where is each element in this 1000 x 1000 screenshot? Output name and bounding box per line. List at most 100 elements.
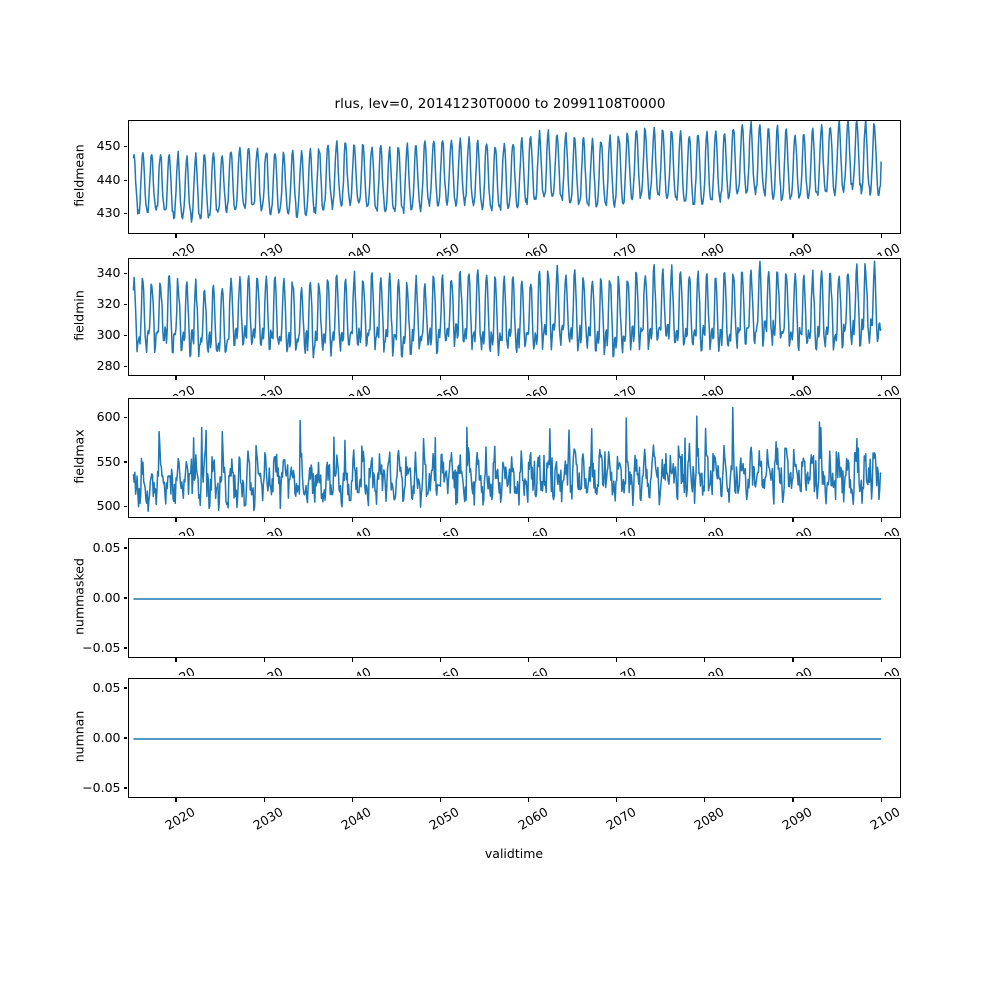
subplot-numnan xyxy=(127,678,901,798)
x-tick-mark xyxy=(175,518,177,522)
x-tick-mark xyxy=(792,376,794,380)
x-tick-mark xyxy=(351,518,353,522)
x-tick-mark xyxy=(792,798,794,802)
y-tick-label-nummasked: −0.05 xyxy=(82,639,121,655)
x-tick-mark xyxy=(263,658,265,662)
x-tick-mark xyxy=(792,234,794,238)
x-tick-mark xyxy=(175,234,177,238)
x-tick-mark xyxy=(527,376,530,380)
x-tick-mark xyxy=(527,234,530,238)
x-tick-mark xyxy=(704,376,706,380)
y-tick-mark xyxy=(123,647,128,649)
data-line-fieldmean xyxy=(132,121,882,223)
y-tick-label-fieldmean: 450 xyxy=(96,138,121,154)
x-tick-mark xyxy=(616,518,618,522)
subplot-fieldmean xyxy=(127,120,901,234)
x-tick-mark xyxy=(792,518,794,522)
x-tick-mark xyxy=(439,658,441,662)
y-tick-label-numnan: 0.05 xyxy=(92,679,121,695)
x-tick-label: 2020 xyxy=(86,382,197,396)
x-tick-mark xyxy=(351,234,353,238)
y-axis-label-numnan: numnan xyxy=(71,710,87,763)
y-tick-mark xyxy=(123,547,128,549)
x-tick-mark xyxy=(527,658,530,662)
y-tick-label-fieldmean: 440 xyxy=(96,171,121,187)
data-line-fieldmin xyxy=(132,260,882,359)
x-tick-mark xyxy=(439,376,441,380)
x-tick-mark xyxy=(704,518,706,522)
x-tick-mark xyxy=(880,798,882,802)
y-tick-mark xyxy=(123,179,128,181)
x-tick-mark xyxy=(527,798,530,802)
subplot-nummasked xyxy=(127,538,901,658)
x-tick-mark xyxy=(263,234,265,238)
x-tick-label: 2020 xyxy=(86,524,197,536)
x-tick-mark xyxy=(439,518,441,522)
y-tick-label-fieldmin: 320 xyxy=(96,296,121,312)
y-axis-label-fieldmin: fieldmin xyxy=(71,290,87,341)
page-title: rlus, lev=0, 20141230T0000 to 20991108T0… xyxy=(334,96,666,112)
y-tick-label-nummasked: 0.05 xyxy=(92,539,121,555)
x-tick-mark xyxy=(616,376,618,380)
subplot-fieldmax xyxy=(127,398,901,518)
x-tick-mark xyxy=(175,658,177,662)
y-tick-label-fieldmean: 430 xyxy=(96,205,121,221)
y-tick-mark xyxy=(123,335,128,337)
x-tick-label: 2020 xyxy=(162,240,198,256)
x-tick-mark xyxy=(792,658,794,662)
x-tick-mark xyxy=(351,658,353,662)
x-tick-mark xyxy=(704,798,706,802)
x-tick-mark xyxy=(263,798,265,802)
subplot-fieldmin xyxy=(127,258,901,376)
y-tick-label-numnan: −0.05 xyxy=(82,779,121,795)
y-tick-mark xyxy=(123,687,128,689)
x-tick-mark xyxy=(616,798,618,802)
x-tick-mark xyxy=(263,376,265,380)
x-tick-label: 2020 xyxy=(86,664,197,676)
y-tick-label-fieldmin: 280 xyxy=(96,358,121,374)
x-tick-mark xyxy=(880,234,882,238)
y-axis-label-fieldmax: fieldmax xyxy=(71,429,87,484)
x-tick-mark xyxy=(439,234,441,238)
x-tick-mark xyxy=(616,658,618,662)
x-tick-mark xyxy=(880,518,882,522)
x-axis-label: validtime xyxy=(484,846,544,861)
y-tick-mark xyxy=(123,417,128,419)
x-tick-mark xyxy=(704,234,706,238)
y-tick-label-fieldmin: 340 xyxy=(96,265,121,281)
x-tick-mark xyxy=(880,658,882,662)
x-tick-mark xyxy=(704,658,706,662)
x-tick-mark xyxy=(175,798,177,802)
y-tick-label-fieldmax: 550 xyxy=(96,453,121,469)
y-tick-mark xyxy=(123,505,128,507)
data-line-fieldmax xyxy=(132,406,882,512)
y-tick-mark xyxy=(123,213,128,215)
data-line-nummasked xyxy=(132,598,881,600)
x-tick-mark xyxy=(880,376,882,380)
x-tick-mark xyxy=(263,518,265,522)
x-tick-mark xyxy=(175,376,177,380)
x-tick-mark xyxy=(351,798,353,802)
y-tick-mark xyxy=(123,146,128,148)
y-tick-mark xyxy=(123,737,128,739)
x-tick-mark xyxy=(351,376,353,380)
y-tick-label-numnan: 0.00 xyxy=(92,729,121,745)
x-tick-mark xyxy=(439,798,441,802)
y-axis-label-nummasked: nummasked xyxy=(71,558,87,635)
y-tick-mark xyxy=(123,272,128,275)
y-tick-mark xyxy=(123,787,128,789)
x-tick-mark xyxy=(527,518,530,522)
y-tick-label-fieldmax: 600 xyxy=(96,409,121,425)
y-tick-mark xyxy=(123,366,128,368)
y-tick-label-nummasked: 0.00 xyxy=(92,589,121,605)
y-tick-mark xyxy=(123,461,128,463)
y-tick-label-fieldmax: 500 xyxy=(96,497,121,513)
y-tick-label-fieldmin: 300 xyxy=(96,327,121,343)
x-tick-mark xyxy=(616,234,618,238)
